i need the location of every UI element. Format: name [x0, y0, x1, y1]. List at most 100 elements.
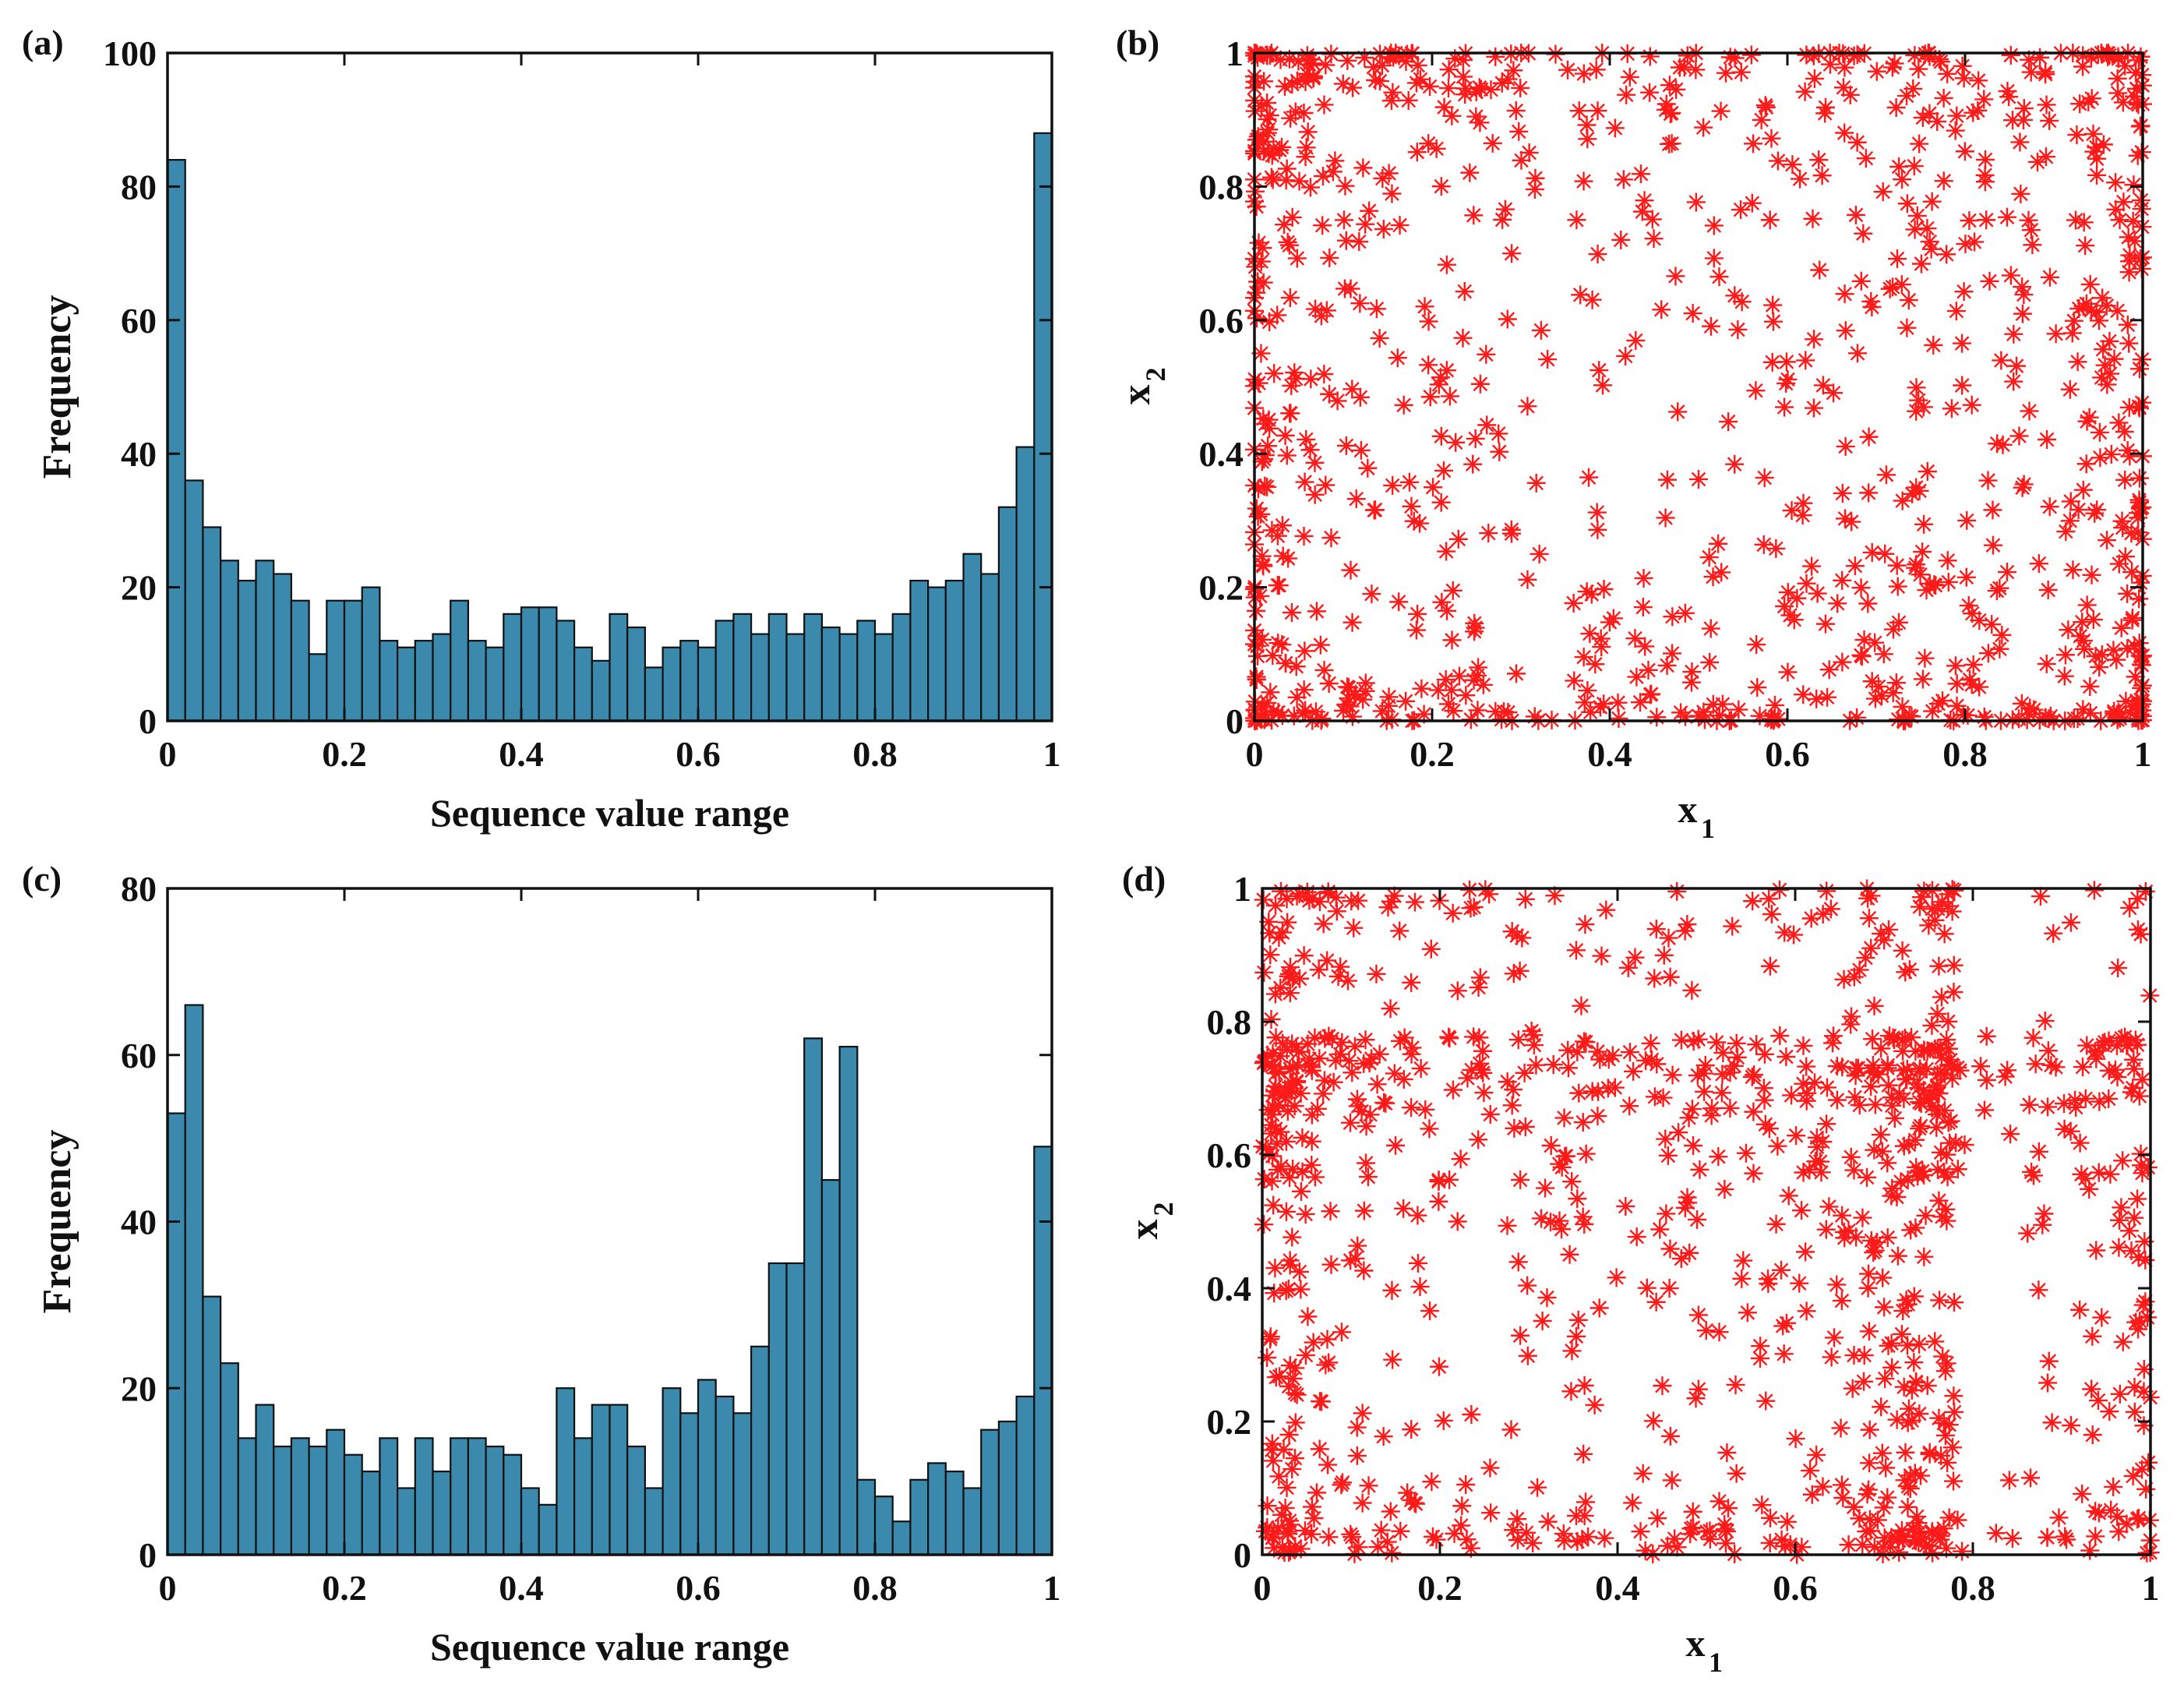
scatter-point — [1554, 1108, 1574, 1128]
scatter-point — [1402, 1420, 1421, 1439]
scatter-point — [1448, 1212, 1467, 1231]
scatter-point — [1931, 1530, 1950, 1549]
scatter-point — [1861, 1231, 1881, 1250]
scatter-point — [2129, 51, 2148, 70]
scatter-point — [1321, 1255, 1341, 1274]
scatter-point — [1724, 1056, 1744, 1075]
scatter-point — [2082, 565, 2101, 584]
scatter-point — [1378, 898, 1398, 917]
scatter-point — [1439, 60, 1459, 79]
scatter-point — [1357, 1153, 1376, 1173]
scatter-point — [1931, 1038, 1950, 1058]
scatter-point — [1858, 1278, 1878, 1298]
scatter-point — [1270, 1367, 1290, 1386]
scatter-point — [1864, 1061, 1883, 1081]
scatter-point — [2087, 149, 2107, 168]
scatter-point — [2118, 639, 2137, 659]
scatter-point — [1247, 637, 1267, 656]
histogram-bar — [679, 640, 700, 722]
scatter-point — [1793, 506, 1812, 525]
scatter-point — [1366, 70, 1385, 90]
scatter-point — [2034, 1204, 2054, 1224]
scatter-point — [1247, 499, 1266, 518]
scatter-point — [1279, 1377, 1299, 1396]
scatter-point — [1585, 1395, 1604, 1414]
scatter-point — [2126, 63, 2146, 83]
scatter-point — [1255, 705, 1275, 725]
scatter-point — [1944, 1386, 1963, 1406]
scatter-point — [1480, 885, 1499, 904]
scatter-point — [1282, 603, 1301, 623]
scatter-point — [1420, 1119, 1439, 1139]
scatter-point — [2129, 523, 2148, 542]
scatter-point — [1878, 1153, 1897, 1173]
scatter-point — [1847, 45, 1867, 65]
scatter-point — [1252, 546, 1272, 566]
scatter-point — [1657, 655, 1677, 675]
scatter-point — [2120, 252, 2140, 271]
scatter-point — [1461, 899, 1480, 918]
scatter-point — [1273, 546, 1293, 566]
scatter-point — [1675, 921, 1695, 941]
scatter-point — [1703, 694, 1723, 714]
scatter-point — [1275, 426, 1295, 445]
scatter-point — [1875, 931, 1894, 950]
scatter-point — [1588, 1042, 1607, 1061]
x-tick-label: 0.6 — [676, 1568, 721, 1608]
scatter-point — [1889, 1084, 1909, 1104]
scatter-point — [1263, 1105, 1283, 1125]
scatter-point — [1642, 684, 1661, 704]
scatter-point — [1850, 960, 1869, 980]
scatter-point — [1960, 211, 1979, 231]
scatter-point — [1277, 889, 1297, 909]
scatter-point — [1293, 1128, 1312, 1147]
scatter-point — [1263, 1086, 1283, 1105]
x-axis-label: x — [1678, 787, 1698, 831]
scatter-point — [1296, 1204, 1315, 1224]
scatter-point — [1865, 996, 1884, 1015]
y-axis-label-group: x2 — [1122, 1202, 1179, 1240]
scatter-point — [1351, 440, 1371, 460]
scatter-point — [1339, 689, 1358, 708]
scatter-point — [1580, 624, 1600, 644]
scatter-point — [1759, 1119, 1779, 1139]
scatter-point — [1530, 544, 1549, 563]
scatter-point — [2014, 475, 2034, 494]
scatter-point — [1762, 709, 1782, 729]
scatter-point — [1847, 132, 1867, 152]
scatter-point — [1523, 1534, 1543, 1553]
scatter-point — [1581, 702, 1600, 722]
scatter-point — [1247, 197, 1266, 217]
scatter-point — [1968, 101, 1988, 120]
scatter-point — [1927, 1078, 1946, 1097]
scatter-point — [2001, 1125, 2020, 1144]
scatter-point — [1575, 1375, 1594, 1395]
scatter-point — [1358, 1167, 1378, 1187]
x-tick-label: 1 — [1043, 1568, 1061, 1608]
scatter-point — [1343, 1527, 1362, 1547]
scatter-point — [1937, 245, 1956, 264]
scatter-point — [1907, 1157, 1926, 1177]
scatter-point — [1389, 46, 1409, 65]
scatter-point — [2023, 1028, 2043, 1047]
scatter-point — [1582, 584, 1601, 604]
scatter-point — [1331, 1044, 1350, 1064]
histogram-bar — [1015, 446, 1036, 722]
scatter-point — [1946, 302, 1966, 321]
scatter-point — [1893, 170, 1912, 189]
scatter-point — [1454, 67, 1473, 87]
scatter-point — [1347, 1089, 1367, 1109]
scatter-point — [1754, 535, 1773, 554]
y-tick-label: 0.4 — [1207, 1269, 1252, 1308]
scatter-point — [1360, 1054, 1379, 1073]
scatter-point — [1440, 1170, 1459, 1189]
scatter-point — [2091, 448, 2110, 468]
scatter-point — [1470, 374, 1490, 394]
histogram-bar — [414, 640, 434, 722]
scatter-point — [1528, 1478, 1547, 1497]
scatter-point — [1907, 478, 1926, 497]
histogram-bar — [485, 646, 505, 722]
scatter-point — [1310, 1049, 1329, 1068]
scatter-point — [2080, 408, 2099, 427]
scatter-point — [1427, 139, 1446, 158]
